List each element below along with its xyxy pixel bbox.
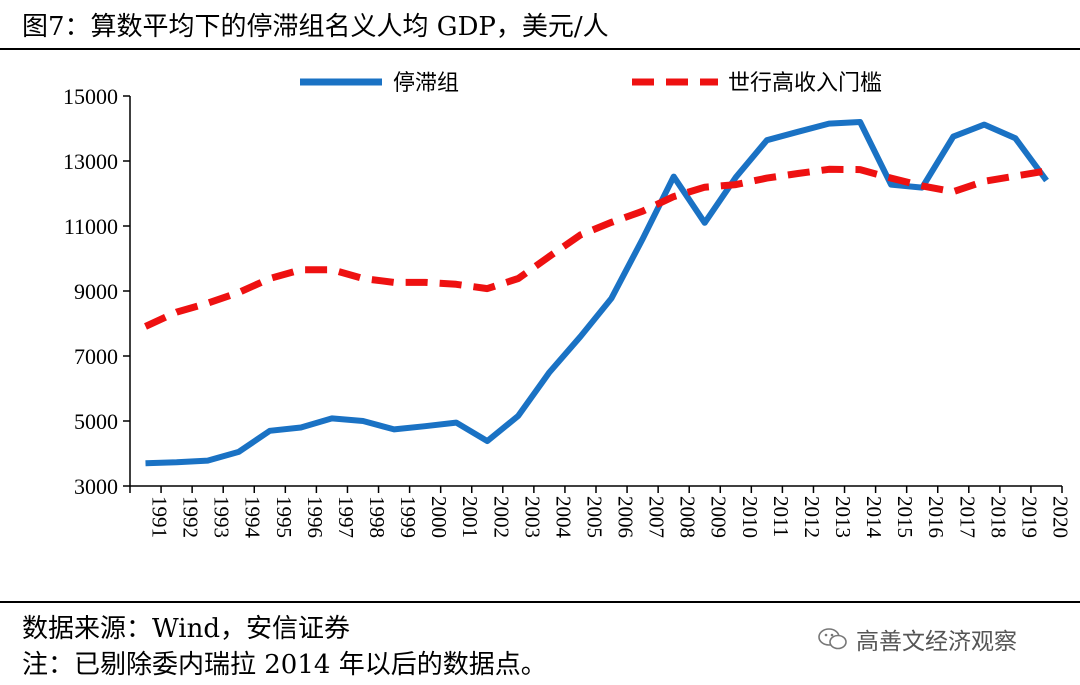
y-tick-label: 3000	[74, 474, 118, 499]
axes	[129, 96, 1062, 487]
watermark-text: 高善文经济观察	[856, 629, 1017, 655]
x-tick-label: 2014	[862, 496, 886, 539]
y-tick-label: 15000	[63, 84, 118, 109]
watermark: 高善文经济观察	[818, 622, 1017, 656]
x-tick-label: 1994	[241, 496, 265, 539]
x-tick-label: 2019	[1017, 496, 1041, 538]
x-tick-label: 2009	[707, 496, 731, 538]
x-tick-label: 2015	[893, 496, 917, 538]
x-tick-label: 2007	[645, 496, 669, 538]
x-tick-label: 2004	[551, 496, 575, 539]
x-tick-label: 1996	[303, 496, 327, 538]
x-tick-label: 2010	[738, 496, 762, 538]
x-tick-label: 2018	[986, 496, 1010, 538]
chart-title: 图7：算数平均下的停滞组名义人均 GDP，美元/人	[22, 12, 609, 42]
x-tick-label: 2013	[831, 496, 855, 538]
y-tick-label: 13000	[63, 149, 118, 174]
x-tick-label: 1998	[365, 496, 389, 538]
x-tick-label: 2001	[458, 496, 482, 538]
data-point	[361, 276, 365, 280]
y-tick-label: 7000	[74, 344, 118, 369]
data-point	[268, 276, 272, 280]
data-point	[299, 268, 303, 272]
y-tick-label: 5000	[74, 409, 118, 434]
data-point	[237, 290, 241, 294]
x-tick-label: 2016	[924, 496, 948, 538]
data-point	[1044, 169, 1048, 173]
legend: 停滞组 世行高收入门槛	[300, 71, 882, 96]
x-axis-ticks: 1991 1992 1993 1994 1995 1996 1997 1998 1999 2000…	[129, 486, 1072, 539]
x-tick-label: 1993	[210, 496, 234, 538]
x-tick-label: 1999	[396, 496, 420, 538]
x-tick-label: 1995	[272, 496, 296, 538]
source-note: 数据来源：Wind，安信证券	[22, 614, 350, 644]
x-tick-label: 2020	[1048, 496, 1072, 538]
x-tick-label: 2017	[955, 496, 979, 538]
bottom-rule	[0, 601, 1080, 603]
x-tick-label: 2000	[427, 496, 451, 538]
data-point	[330, 268, 334, 272]
footnote: 注：已剔除委内瑞拉 2014 年以后的数据点。	[22, 650, 547, 680]
y-tick-label: 11000	[64, 214, 118, 239]
x-tick-label: 1997	[334, 496, 358, 538]
x-tick-label: 2002	[489, 496, 513, 538]
y-axis-ticks: 3000 5000 7000 9000 11000 13000 15000	[63, 84, 130, 499]
y-tick-label: 9000	[74, 279, 118, 304]
x-tick-label: 1991	[148, 496, 172, 538]
series-line-threshold	[144, 165, 1048, 330]
x-tick-label: 2005	[582, 496, 606, 538]
legend-label-threshold: 世行高收入门槛	[728, 71, 882, 96]
legend-label-stagnant: 停滞组	[393, 71, 459, 96]
x-tick-label: 2006	[614, 496, 638, 538]
x-tick-label: 2012	[800, 496, 824, 538]
x-tick-label: 2008	[676, 496, 700, 538]
series-line-stagnant	[145, 119, 1049, 467]
top-rule	[0, 48, 1080, 50]
line-chart: 停滞组 世行高收入门槛 3000 5000 7000 9000 11000 13000 15…	[63, 71, 1072, 539]
series-lines	[144, 119, 1049, 467]
x-tick-label: 1992	[179, 496, 203, 538]
wechat-icon	[818, 628, 847, 650]
data-point	[1013, 174, 1017, 178]
x-tick-label: 2011	[769, 496, 793, 537]
data-point	[982, 179, 986, 183]
x-tick-label: 2003	[520, 496, 544, 538]
